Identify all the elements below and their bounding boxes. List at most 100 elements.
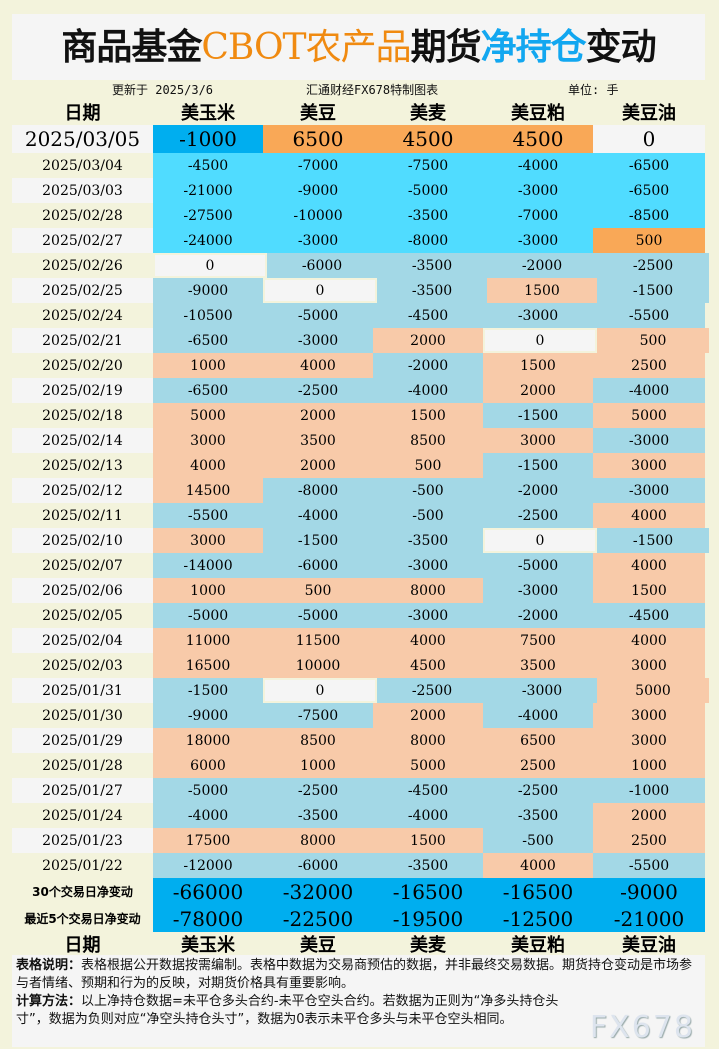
value-cell: 3000 — [593, 653, 705, 678]
value-cell: -5000 — [263, 303, 373, 328]
value-cell: -4000 — [483, 703, 593, 728]
value-cell: 16500 — [153, 653, 263, 678]
value-cell: 1000 — [593, 753, 705, 778]
value-cell: -2500 — [263, 378, 373, 403]
value-cell: 6000 — [153, 753, 263, 778]
date-cell: 2025/02/03 — [12, 653, 153, 678]
header-row: 日期 美玉米 美豆 美麦 美豆粕 美豆油 — [12, 99, 705, 125]
column-header: 美豆 — [300, 103, 336, 124]
value-cell: -12500 — [502, 906, 574, 931]
value-cell: -3500 — [263, 803, 373, 828]
date-cell: 2025/03/05 — [12, 125, 153, 153]
table-row: 2025/02/25 -9000 0 -3500 1500 -1500 — [12, 278, 709, 303]
value-cell: 3000 — [153, 528, 263, 553]
table-row: 2025/02/11 -5500 -4000 -500 -2500 4000 — [12, 503, 705, 528]
date-cell: 2025/02/20 — [12, 353, 153, 378]
value-cell: 8000 — [373, 728, 483, 753]
value-cell: -4500 — [153, 153, 263, 178]
value-cell: -16500 — [392, 879, 464, 904]
value-cell: -4500 — [593, 603, 705, 628]
column-header: 日期 — [64, 103, 101, 124]
unit-label: 单位: 手 — [568, 83, 619, 97]
value-cell: 3000 — [593, 728, 705, 753]
table-row: 2025/01/23 17500 8000 1500 -500 2500 — [12, 828, 705, 853]
value-cell: -4000 — [593, 378, 705, 403]
value-cell: -1500 — [153, 678, 263, 703]
value-cell: -500 — [483, 828, 593, 853]
value-cell: 2000 — [483, 378, 593, 403]
value-cell: -1500 — [597, 528, 709, 553]
value-cell: -5000 — [153, 778, 263, 803]
table-row: 2025/02/28 -27500 -10000 -3500 -7000 -8500 — [12, 203, 705, 228]
summary-row: 最近5个交易日净变动 -78000 -22500 -19500 -12500 -21000 — [12, 905, 705, 932]
summary-label: 30个交易日净变动 — [12, 878, 153, 905]
column-header: 美豆油 — [622, 103, 676, 124]
value-cell: -3000 — [483, 178, 593, 203]
table-row: 2025/02/12 14500 -8000 -500 -2000 -3000 — [12, 478, 705, 503]
value-cell: 5000 — [597, 678, 709, 703]
value-cell: -2000 — [373, 353, 483, 378]
value-cell: 4500 — [373, 653, 483, 678]
value-cell: -19500 — [392, 906, 464, 931]
value-cell: 5000 — [593, 403, 705, 428]
value-cell: -5000 — [153, 603, 263, 628]
value-cell: -2500 — [483, 503, 593, 528]
date-cell: 2025/02/21 — [12, 328, 153, 353]
value-cell: 4000 — [593, 503, 705, 528]
value-cell: -1500 — [483, 453, 593, 478]
value-cell: -3000 — [263, 228, 373, 253]
date-cell: 2025/02/05 — [12, 603, 153, 628]
table-row: 2025/01/22 -12000 -6000 -3500 4000 -5500 — [12, 853, 705, 878]
value-cell: -14000 — [153, 553, 263, 578]
value-cell: 6500 — [483, 728, 593, 753]
value-cell: 2500 — [593, 353, 705, 378]
value-cell: 0 — [593, 125, 705, 153]
watermark-logo: FX678 — [589, 1010, 695, 1045]
value-cell: -4000 — [153, 803, 263, 828]
value-cell: 1500 — [487, 278, 597, 303]
value-cell: 0 — [485, 530, 595, 551]
value-cell: 5000 — [373, 753, 483, 778]
value-cell: 1500 — [373, 828, 483, 853]
value-cell: -5000 — [263, 603, 373, 628]
value-cell: -3000 — [483, 228, 593, 253]
value-cell: -3000 — [483, 303, 593, 328]
value-cell: 4000 — [153, 453, 263, 478]
value-cell: 3000 — [483, 428, 593, 453]
date-cell: 2025/02/13 — [12, 453, 153, 478]
value-cell: 2000 — [263, 403, 373, 428]
column-header: 美豆油 — [622, 935, 676, 956]
date-cell: 2025/02/25 — [12, 278, 153, 303]
date-cell: 2025/01/22 — [12, 853, 153, 878]
value-cell: 4000 — [593, 553, 705, 578]
notes-label: 表格说明： — [16, 958, 82, 973]
value-cell: -8000 — [373, 228, 483, 253]
date-cell: 2025/02/11 — [12, 503, 153, 528]
value-cell: -6500 — [593, 153, 705, 178]
value-cell: -6000 — [263, 553, 373, 578]
value-cell: 2500 — [593, 828, 705, 853]
date-cell: 2025/02/14 — [12, 428, 153, 453]
value-cell: -6000 — [263, 853, 373, 878]
value-cell: -16500 — [502, 879, 574, 904]
value-cell: -6500 — [153, 378, 263, 403]
value-cell: -10500 — [153, 303, 263, 328]
value-cell: 8500 — [373, 428, 483, 453]
value-cell: -7000 — [263, 153, 373, 178]
value-cell: -8500 — [593, 203, 705, 228]
table-row: 2025/02/14 3000 3500 8500 3000 -3000 — [12, 428, 705, 453]
value-cell: -1500 — [483, 403, 593, 428]
notes-text: 表格根据公开数据按需编制。表格中数据为交易商预估的数据，并非最终交易数据。期货持… — [16, 958, 693, 991]
value-cell: 4000 — [483, 853, 593, 878]
table-row: 2025/03/05 -1000 6500 4500 4500 0 — [12, 125, 705, 153]
value-cell: -21000 — [613, 906, 685, 931]
date-cell: 2025/01/23 — [12, 828, 153, 853]
value-cell: -3500 — [483, 803, 593, 828]
column-header: 美麦 — [410, 935, 446, 956]
value-cell: -3500 — [373, 853, 483, 878]
value-cell: -10000 — [263, 203, 373, 228]
value-cell: 4500 — [373, 125, 483, 153]
method-label: 计算方法： — [16, 994, 82, 1009]
value-cell: -2000 — [483, 478, 593, 503]
